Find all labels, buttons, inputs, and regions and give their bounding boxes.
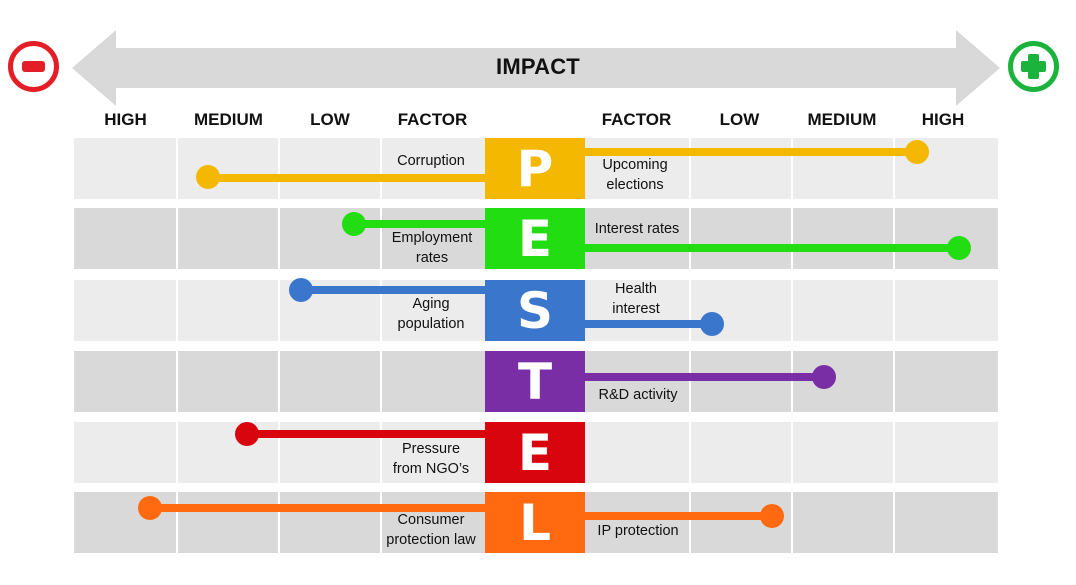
plus-icon: [1008, 41, 1059, 92]
impact-marker: [700, 312, 724, 336]
letter-e: E: [517, 209, 553, 268]
letter-t: T: [517, 352, 553, 411]
header-left-low: LOW: [310, 110, 350, 129]
left-factor-label: Corruption: [397, 153, 465, 169]
letter-s: S: [516, 281, 553, 340]
letter-tile-s: S: [485, 280, 585, 341]
letter-e: E: [517, 423, 553, 482]
letter-p: P: [516, 139, 554, 198]
header-right-high: HIGH: [921, 110, 965, 129]
right-factor-label: Health interest: [612, 281, 660, 317]
minus-icon: [8, 41, 59, 92]
right-factor-label: IP protection: [597, 523, 679, 539]
impact-marker: [947, 236, 971, 260]
impact-marker: [196, 165, 220, 189]
left-factor-label: Consumer protection law: [386, 512, 476, 548]
impact-arrow: [72, 30, 1000, 106]
letter-tile-e-environmental: E: [485, 422, 585, 483]
impact-marker: [905, 140, 929, 164]
right-factor-label: R&D activity: [598, 387, 678, 403]
left-factor-label: Pressure from NGO’s: [392, 441, 470, 477]
impact-bar-left: [150, 504, 485, 512]
left-factor-label: Aging population: [397, 296, 465, 332]
header-right-low: LOW: [719, 110, 760, 129]
left-factor-label: Employment rates: [391, 230, 473, 266]
header-right-factor: FACTOR: [601, 110, 672, 129]
impact-bar-right: [585, 512, 772, 520]
impact-bar-right: [585, 320, 712, 328]
impact-marker: [235, 422, 259, 446]
impact-marker: [342, 212, 366, 236]
letter-tile-p: P: [485, 138, 585, 199]
impact-bar-right: [585, 148, 917, 156]
header-right-medium: MEDIUM: [807, 110, 877, 129]
impact-bar-left: [208, 174, 485, 182]
letter-tile-e: E: [485, 208, 585, 269]
right-factor-label: Interest rates: [594, 221, 680, 237]
header-left-factor: FACTOR: [397, 110, 468, 129]
impact-marker: [760, 504, 784, 528]
impact-bar-right: [585, 244, 959, 252]
impact-label: IMPACT: [496, 54, 580, 79]
impact-marker: [138, 496, 162, 520]
right-factor-label: Upcoming elections: [602, 157, 668, 193]
impact-bar-left: [301, 286, 485, 294]
letter-l: L: [519, 493, 551, 552]
impact-marker: [812, 365, 836, 389]
letter-tile-t: T: [485, 351, 585, 412]
letter-tile-l: L: [485, 492, 585, 553]
impact-bar-left: [354, 220, 485, 228]
impact-marker: [289, 278, 313, 302]
header-left-medium: MEDIUM: [194, 110, 263, 129]
header-left-high: HIGH: [104, 110, 147, 129]
impact-bar-left: [247, 430, 485, 438]
impact-bar-right: [585, 373, 824, 381]
